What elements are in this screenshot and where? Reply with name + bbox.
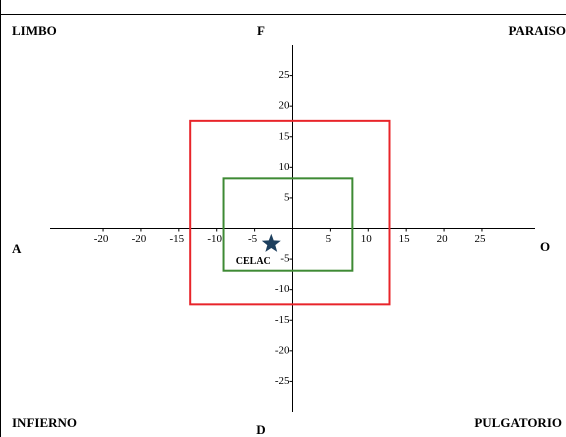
x-tick-label: -20 bbox=[94, 233, 109, 245]
x-tick-label: -15 bbox=[169, 233, 184, 245]
quadrant-label: LIMBO bbox=[12, 23, 57, 38]
quadrant-label: INFIERNO bbox=[12, 415, 77, 430]
quadrant-label: PULGATORIO bbox=[474, 415, 562, 430]
y-tick-label: 15 bbox=[279, 130, 291, 142]
x-tick-label: 15 bbox=[399, 233, 411, 245]
axis-label: F bbox=[257, 23, 265, 38]
region bbox=[222, 177, 354, 272]
y-tick-label: -5 bbox=[280, 253, 290, 265]
y-tick-label: -25 bbox=[275, 375, 290, 387]
y-tick-label: 25 bbox=[279, 69, 291, 81]
point-label: CELAC bbox=[236, 256, 271, 267]
axis-label: O bbox=[540, 239, 550, 254]
x-tick-label: -5 bbox=[248, 233, 258, 245]
x-tick-label: -20 bbox=[132, 233, 147, 245]
x-tick-label: 25 bbox=[474, 233, 486, 245]
y-tick-label: -20 bbox=[275, 344, 290, 356]
y-tick-label: -15 bbox=[275, 314, 290, 326]
axis-label: A bbox=[12, 241, 22, 256]
axis-label: D bbox=[256, 422, 265, 437]
y-tick-label: 10 bbox=[279, 161, 291, 173]
quadrant-label: PARAISO bbox=[508, 23, 566, 38]
x-tick-label: -10 bbox=[207, 233, 222, 245]
y-tick-label: 20 bbox=[279, 100, 291, 112]
x-tick-label: 5 bbox=[326, 233, 332, 245]
y-tick-label: -10 bbox=[275, 283, 290, 295]
y-tick-label: 5 bbox=[284, 191, 290, 203]
x-tick-label: 20 bbox=[437, 233, 449, 245]
point bbox=[261, 233, 281, 252]
region bbox=[189, 119, 391, 306]
x-tick-label: 10 bbox=[361, 233, 373, 245]
